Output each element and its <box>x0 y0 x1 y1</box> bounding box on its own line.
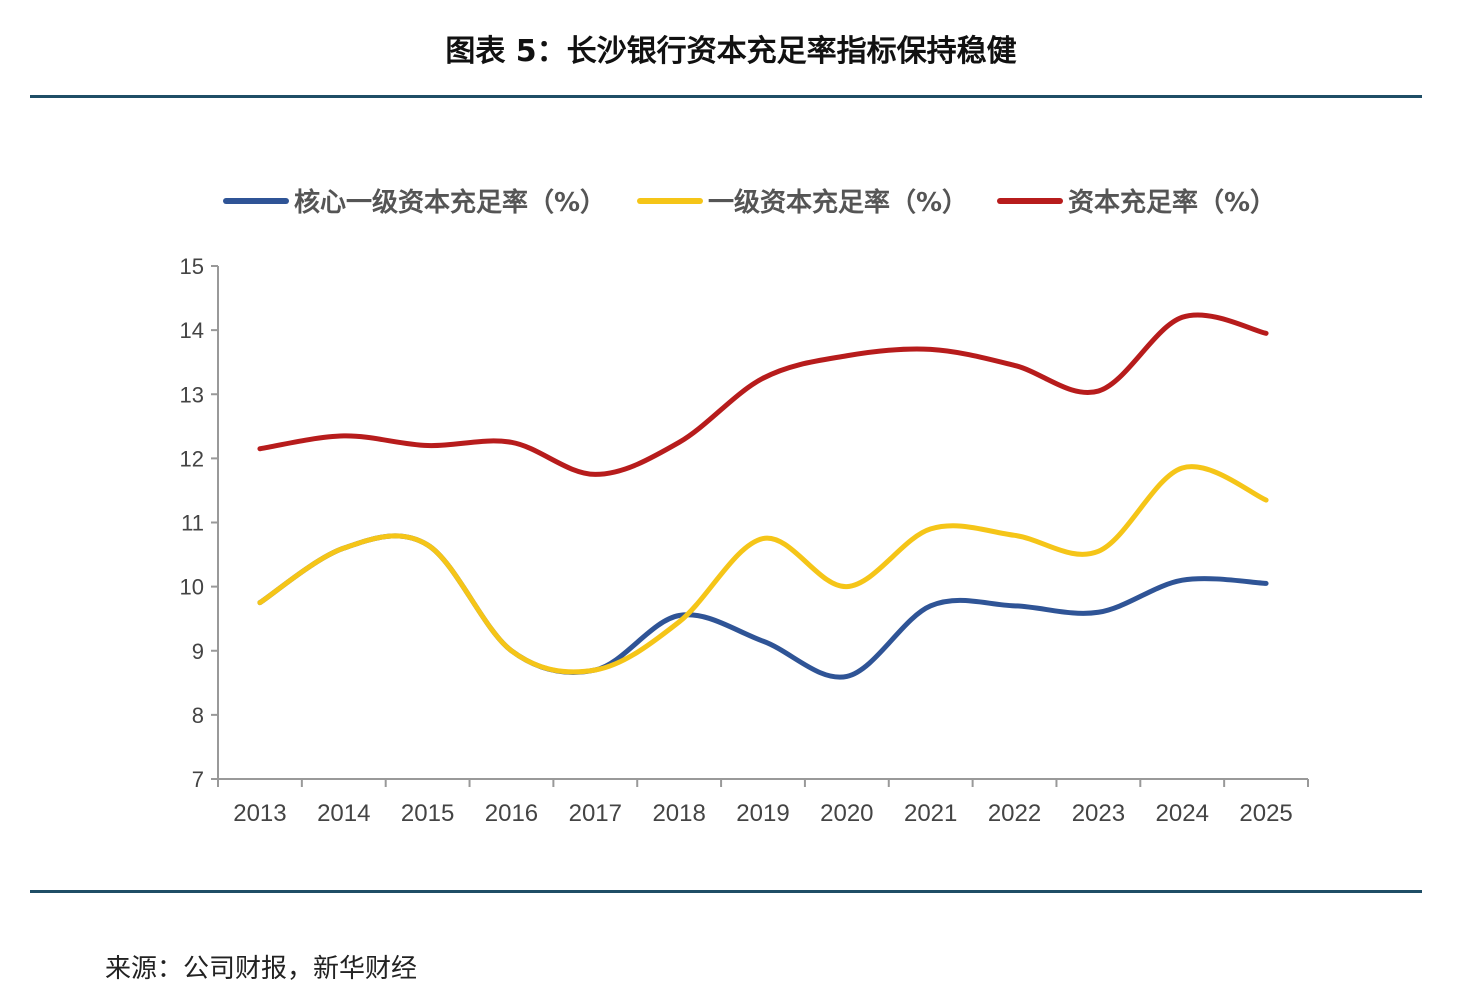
x-tick-label: 2014 <box>317 800 370 827</box>
x-tick-label: 2013 <box>233 800 286 827</box>
data-point <box>845 585 849 589</box>
legend-label-2: 一级资本充足率（%） <box>708 187 968 218</box>
y-tick-label: 8 <box>192 703 204 728</box>
x-tick-label: 2018 <box>652 800 705 827</box>
x-tick-label: 2025 <box>1239 800 1292 827</box>
data-point <box>1096 389 1100 393</box>
data-point <box>1180 578 1184 582</box>
data-point <box>929 347 933 351</box>
data-point <box>761 537 765 541</box>
data-point <box>342 546 346 550</box>
x-tick-label: 2016 <box>485 800 538 827</box>
x-tick-label: 2023 <box>1072 800 1125 827</box>
x-tick-label: 2015 <box>401 800 454 827</box>
source-note: 来源：公司财报，新华财经 <box>105 954 418 984</box>
series-line-3 <box>257 312 1269 477</box>
data-point <box>426 543 430 547</box>
y-tick-label: 7 <box>192 767 204 792</box>
y-tick-label: 9 <box>192 639 204 664</box>
x-tick-label: 2020 <box>820 800 873 827</box>
y-tick-label: 14 <box>180 318 204 343</box>
x-tick-label: 2017 <box>569 800 622 827</box>
data-point <box>677 613 681 617</box>
y-tick-label: 12 <box>180 446 204 471</box>
data-point <box>761 639 765 643</box>
x-tick-label: 2022 <box>988 800 1041 827</box>
data-point <box>509 649 513 653</box>
data-point <box>258 601 262 605</box>
data-point <box>1096 610 1100 614</box>
y-tick-label: 13 <box>180 382 204 407</box>
data-point <box>1013 604 1017 608</box>
top-divider <box>30 95 1422 98</box>
data-point <box>845 674 849 678</box>
data-point <box>1180 466 1184 470</box>
data-point <box>342 434 346 438</box>
data-point <box>677 440 681 444</box>
y-tick-label: 15 <box>180 254 204 279</box>
data-point <box>1264 331 1268 335</box>
data-point <box>258 447 262 451</box>
data-point <box>1013 533 1017 537</box>
legend-label-3: 资本充足率（%） <box>1068 187 1276 218</box>
data-point <box>845 354 849 358</box>
data-point <box>1264 498 1268 502</box>
data-point <box>509 440 513 444</box>
data-point <box>426 444 430 448</box>
data-point <box>761 376 765 380</box>
x-tick-label: 2024 <box>1156 800 1209 827</box>
data-point <box>677 620 681 624</box>
figure-title: 图表 5：长沙银行资本充足率指标保持稳健 <box>445 34 1017 69</box>
data-point <box>593 668 597 672</box>
bottom-divider <box>30 890 1422 893</box>
y-tick-label: 11 <box>181 511 204 536</box>
x-tick-label: 2019 <box>736 800 789 827</box>
data-point <box>1013 363 1017 367</box>
series-line-1 <box>257 533 1269 680</box>
x-tick-label: 2021 <box>904 800 957 827</box>
y-tick-label: 10 <box>180 575 204 600</box>
data-point <box>593 472 597 476</box>
legend-label-1: 核心一级资本充足率（%） <box>294 187 606 218</box>
data-point <box>929 527 933 531</box>
data-point <box>1180 315 1184 319</box>
data-point <box>1264 581 1268 585</box>
data-point <box>1096 549 1100 553</box>
data-point <box>929 604 933 608</box>
